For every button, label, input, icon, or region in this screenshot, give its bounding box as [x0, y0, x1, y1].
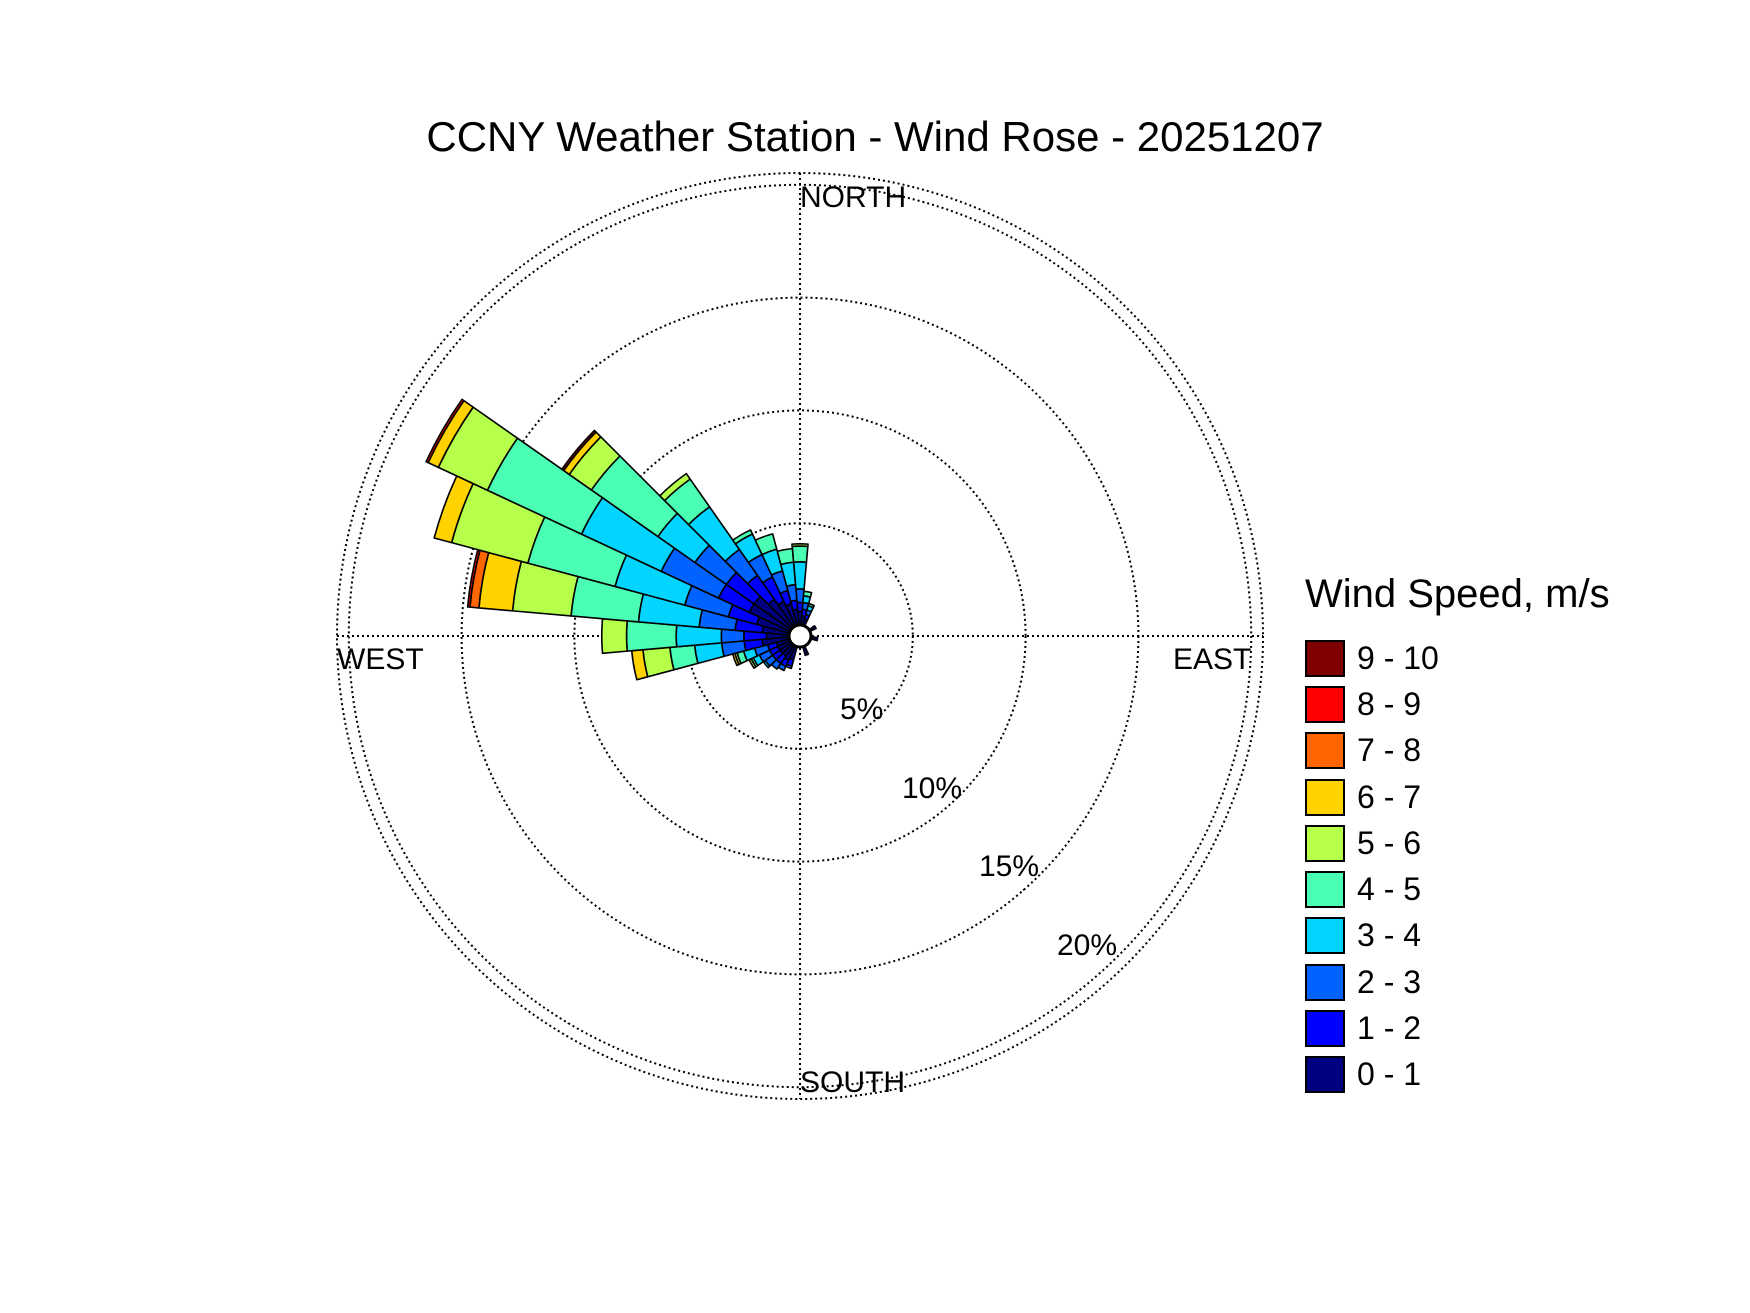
ring-label-15: 15% — [979, 850, 1039, 883]
legend-swatch — [1305, 639, 1345, 677]
polar-grid — [336, 172, 1264, 1100]
ring-label-10: 10% — [902, 772, 962, 805]
wind-sector-segment — [811, 625, 817, 631]
legend-label: 5 - 6 — [1357, 824, 1422, 861]
legend-swatch — [1305, 1010, 1345, 1048]
wind-sector-segment — [776, 547, 795, 566]
legend-item: 2 - 3 — [1305, 959, 1610, 1005]
legend: Wind Speed, m/s 9 - 10 8 - 9 7 - 8 6 - 7 5 -… — [1305, 572, 1610, 1098]
legend-swatch — [1305, 685, 1345, 723]
legend-label: 3 - 4 — [1357, 917, 1422, 954]
legend-swatch — [1305, 963, 1345, 1001]
chart-title: CCNY Weather Station - Wind Rose - 20251… — [426, 113, 1324, 160]
ring-label-20: 20% — [1057, 929, 1117, 962]
legend-title: Wind Speed, m/s — [1305, 572, 1610, 616]
legend-label: 7 - 8 — [1357, 732, 1422, 769]
legend-label: 9 - 10 — [1357, 639, 1439, 676]
wind-sector-segment — [600, 617, 629, 655]
legend-swatch — [1305, 824, 1345, 862]
legend-swatch — [1305, 778, 1345, 816]
wind-sectors — [425, 398, 819, 681]
legend-label: 1 - 2 — [1357, 1010, 1422, 1047]
legend-label: 4 - 5 — [1357, 871, 1422, 908]
legend-item: 3 - 4 — [1305, 913, 1610, 959]
wind-sector-segment — [791, 542, 809, 548]
direction-label-south: SOUTH — [800, 1066, 905, 1099]
legend-item: 7 - 8 — [1305, 728, 1610, 774]
direction-label-north: NORTH — [800, 181, 906, 214]
wind-sector-segment — [732, 529, 754, 545]
legend-label: 8 - 9 — [1357, 685, 1422, 722]
wind-sector-segment — [814, 636, 819, 642]
legend-label: 2 - 3 — [1357, 963, 1422, 1000]
legend-swatch — [1305, 917, 1345, 955]
wind-sector-segment — [803, 651, 810, 657]
center-hole — [787, 623, 813, 649]
grid-ring-10 — [573, 409, 1027, 863]
wind-sector-segment — [425, 398, 465, 464]
legend-item: 6 - 7 — [1305, 774, 1610, 820]
legend-item: 8 - 9 — [1305, 681, 1610, 727]
wind-sector-segment — [642, 646, 675, 678]
wind-sector-segment — [669, 644, 699, 671]
wind-sector-segment — [561, 429, 597, 472]
wind-sector-segment — [693, 642, 725, 665]
wind-sector-segment — [659, 472, 691, 502]
legend-swatch — [1305, 871, 1345, 909]
wind-sector-segment — [754, 533, 778, 556]
legend-item: 1 - 2 — [1305, 1005, 1610, 1051]
wind-sector-segment — [625, 620, 678, 652]
legend-rows: 9 - 10 8 - 9 7 - 8 6 - 7 5 - 6 4 - 5 3 - 4 2 - … — [1305, 635, 1610, 1098]
legend-item: 4 - 5 — [1305, 866, 1610, 912]
direction-label-west: WEST — [337, 643, 424, 676]
direction-label-east: EAST — [1173, 643, 1251, 676]
legend-label: 6 - 7 — [1357, 778, 1422, 815]
wind-sector-segment — [807, 602, 815, 609]
legend-item: 0 - 1 — [1305, 1052, 1610, 1098]
legend-label: 0 - 1 — [1357, 1056, 1422, 1093]
legend-swatch — [1305, 732, 1345, 770]
wind-sector-segment — [791, 545, 809, 563]
legend-item: 9 - 10 — [1305, 635, 1610, 681]
ring-label-5: 5% — [840, 693, 883, 726]
legend-swatch — [1305, 1056, 1345, 1094]
legend-item: 5 - 6 — [1305, 820, 1610, 866]
wind-sector-segment — [802, 590, 813, 598]
